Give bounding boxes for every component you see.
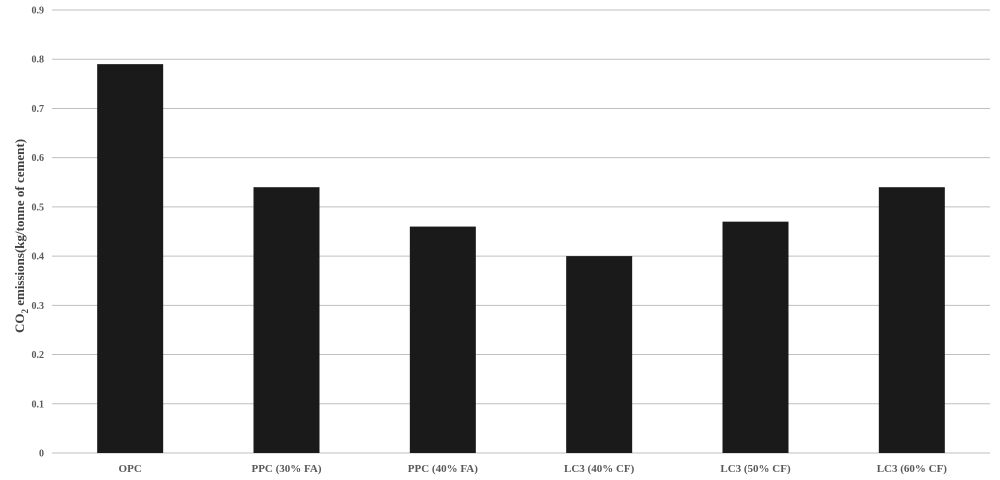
x-category-label: LC3 (50% CF) (720, 463, 791, 475)
y-tick-label: 0.6 (32, 153, 45, 164)
y-tick-label: 0.7 (32, 104, 45, 115)
bars (97, 64, 945, 454)
y-axis-label: CO2 emissions(kg/tonne of cement) (12, 139, 30, 333)
y-tick-label: 0.1 (32, 399, 45, 410)
x-category-label: PPC (30% FA) (251, 463, 321, 475)
y-tick-label: 0.4 (32, 252, 45, 263)
y-axis-label-main: CO (12, 314, 27, 334)
gridlines (52, 9, 990, 454)
y-tick-label: 0.9 (32, 6, 45, 17)
x-category-label: LC3 (60% CF) (877, 463, 948, 475)
bar (97, 64, 164, 454)
bar (566, 256, 633, 453)
y-tick-label: 0.5 (32, 202, 45, 213)
bar (722, 221, 789, 453)
bar (409, 226, 476, 453)
y-tick-label: 0.3 (32, 301, 45, 312)
y-tick-label: 0.8 (32, 55, 45, 66)
bar (253, 187, 320, 453)
x-category-label: LC3 (40% CF) (564, 463, 635, 475)
y-tick-label: 0.2 (32, 350, 45, 361)
y-axis-label-rest: emissions(kg/tonne of cement) (12, 139, 27, 309)
x-category-label: PPC (40% FA) (408, 463, 478, 475)
y-tick-label: 0 (39, 449, 44, 460)
y-axis-label-subscript: 2 (20, 309, 30, 314)
bar (878, 187, 945, 453)
x-category-label: OPC (119, 463, 142, 475)
x-category-labels: OPC PPC (30% FA) PPC (40% FA) LC3 (40% CF) L… (119, 463, 948, 475)
y-tick-labels: 0 0.1 0.2 0.3 0.4 0.5 0.6 0.7 0.8 0.9 (32, 6, 45, 460)
